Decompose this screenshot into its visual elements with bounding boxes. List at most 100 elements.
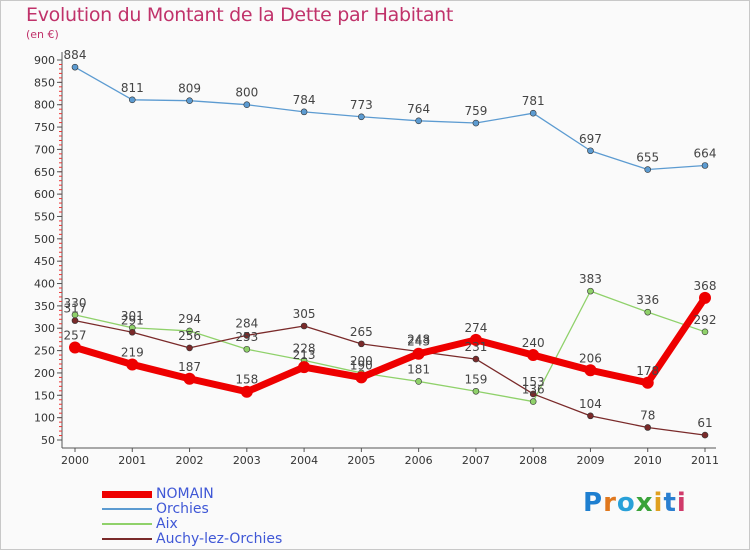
data-point [587, 147, 594, 155]
chart-title: Evolution du Montant de la Dette par Hab… [26, 4, 454, 26]
data-label: 317 [64, 302, 87, 316]
data-point [412, 347, 425, 360]
legend-swatch [102, 538, 152, 540]
data-label: 158 [235, 373, 258, 387]
legend-label: Aix [156, 516, 178, 532]
x-tick-label: 2011 [691, 454, 719, 467]
data-point [243, 345, 251, 353]
series-line-orchies [74, 66, 706, 171]
legend-item: Orchies [102, 501, 209, 517]
data-label: 336 [636, 293, 659, 307]
y-tick-label: 150 [34, 389, 55, 402]
data-point [355, 371, 368, 384]
data-point [587, 412, 594, 420]
x-tick-label: 2010 [634, 454, 662, 467]
data-point [186, 327, 193, 335]
y-tick-label: 850 [34, 76, 55, 89]
data-label: 368 [694, 279, 717, 293]
data-label: 655 [636, 151, 659, 165]
data-label: 256 [178, 329, 201, 343]
data-point [587, 287, 594, 295]
data-label: 257 [64, 328, 87, 342]
legend-label: NOMAIN [156, 486, 214, 502]
data-label: 243 [407, 335, 430, 349]
data-point [243, 332, 251, 339]
legend-swatch [102, 523, 152, 525]
legend-swatch [102, 508, 152, 510]
x-tick-label: 2001 [118, 454, 146, 467]
data-point [472, 387, 480, 395]
unit-label: (en €) [26, 28, 59, 41]
legend-item: NOMAIN [102, 486, 214, 502]
data-label: 697 [579, 132, 602, 146]
data-point [128, 96, 136, 104]
x-tick-label: 2004 [290, 454, 318, 467]
x-tick-label: 2002 [176, 454, 204, 467]
data-label: 240 [522, 336, 545, 350]
data-point [644, 424, 652, 431]
y-tick-label: 550 [34, 210, 55, 223]
data-label: 773 [350, 98, 373, 112]
data-point [298, 361, 311, 374]
data-label: 759 [464, 104, 487, 118]
x-tick-label: 2008 [519, 454, 547, 467]
data-point [584, 364, 597, 377]
data-label: 206 [579, 351, 602, 365]
data-point [699, 291, 711, 304]
data-point [186, 97, 193, 104]
y-tick-label: 400 [34, 278, 55, 291]
data-label: 136 [522, 383, 545, 397]
legend-swatch [102, 490, 152, 498]
data-point [472, 119, 480, 127]
y-tick-label: 300 [34, 322, 55, 335]
data-label: 200 [350, 354, 373, 368]
data-point [644, 166, 652, 173]
data-label: 294 [178, 312, 201, 326]
x-tick-label: 2007 [462, 454, 490, 467]
data-label: 265 [350, 325, 373, 339]
x-tick-label: 2003 [233, 454, 261, 467]
y-tick-label: 650 [34, 166, 55, 179]
data-point [69, 341, 81, 354]
proxiti-logo: Proxiti [583, 488, 687, 518]
y-tick-label: 600 [34, 188, 55, 201]
data-point [701, 328, 709, 336]
data-label: 274 [464, 321, 487, 335]
data-label: 153 [522, 375, 545, 389]
data-point [529, 398, 537, 405]
data-point [701, 162, 709, 169]
data-point [183, 372, 196, 385]
data-point [529, 390, 537, 398]
data-label: 292 [694, 313, 717, 327]
y-tick-label: 50 [41, 434, 55, 447]
data-label: 330 [64, 296, 87, 310]
legend-label: Auchy-lez-Orchies [156, 531, 283, 547]
data-label: 231 [464, 340, 487, 354]
y-tick-label: 350 [34, 300, 55, 313]
data-label: 383 [579, 272, 602, 286]
data-point [529, 109, 537, 117]
data-point [243, 101, 251, 109]
data-label: 664 [694, 147, 717, 161]
data-point [527, 349, 540, 362]
data-label: 178 [636, 364, 659, 378]
x-tick-label: 2000 [61, 454, 89, 467]
data-label: 219 [121, 345, 144, 359]
data-point [358, 340, 365, 348]
data-label: 284 [235, 316, 258, 330]
data-label: 301 [121, 309, 144, 323]
data-point [300, 322, 308, 330]
data-label: 305 [293, 307, 316, 321]
y-tick-label: 750 [34, 121, 55, 134]
legend-item: Aix [102, 516, 178, 532]
data-label: 159 [464, 372, 487, 386]
data-point [472, 355, 480, 363]
series-line-aix [74, 290, 706, 403]
y-tick-label: 700 [34, 143, 55, 156]
data-point [126, 358, 139, 371]
data-label: 764 [407, 102, 430, 116]
data-label: 811 [121, 81, 144, 95]
data-label: 781 [522, 94, 545, 108]
